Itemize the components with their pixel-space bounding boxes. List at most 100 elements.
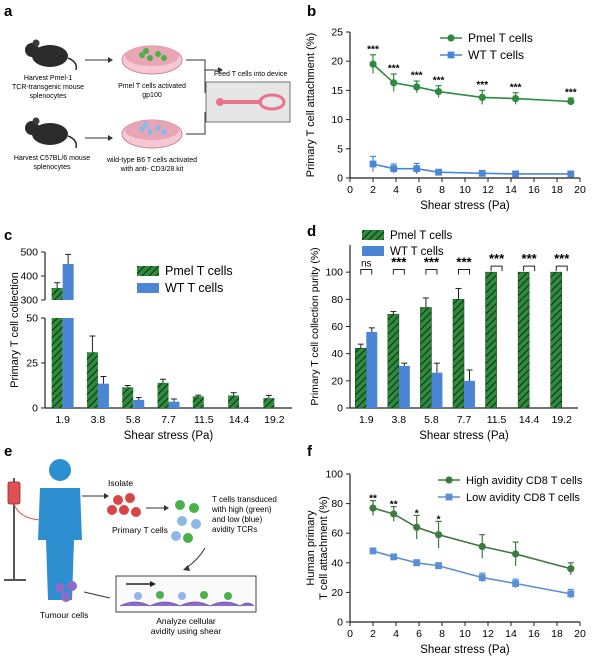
x-tick-label: 6: [416, 184, 422, 196]
x-tick-label: 19.2: [551, 414, 572, 426]
significance-label: ***: [565, 88, 577, 99]
bar-wt: [464, 380, 475, 408]
legend-label: WT T cells: [165, 281, 223, 295]
analyze-line1: Analyze cellular: [156, 616, 216, 626]
y-tick-label: 40: [331, 348, 343, 360]
pmel-activated-line2: gp100: [142, 92, 162, 99]
legend-label: Pmel T cells: [390, 230, 452, 242]
bar-pmel: [354, 347, 367, 409]
harvest-c57-line1: Harvest C57BL/6 mouse: [14, 155, 90, 162]
x-tick-label: 3.8: [91, 414, 106, 426]
significance-label: **: [390, 500, 398, 511]
data-point: [369, 547, 377, 555]
significance-label: **: [369, 494, 377, 505]
primary-t-cells-icon: [107, 493, 141, 517]
bar-pmel: [517, 271, 530, 409]
bar-pmel: [452, 299, 465, 409]
data-point: [478, 574, 486, 581]
bar-wt: [97, 383, 109, 408]
x-axis-label: Shear stress (Pa): [420, 644, 510, 656]
x-axis-label: Shear stress (Pa): [419, 430, 509, 442]
bar-pmel-upper: [51, 288, 63, 300]
harvest-c57-line2: splenocytes: [34, 164, 71, 171]
connector-top: [186, 59, 206, 93]
significance-bracket: [555, 265, 568, 272]
x-tick-label: 2: [370, 628, 376, 640]
significance-label: ***: [489, 251, 505, 266]
x-tick-label: 10: [459, 184, 471, 196]
legend-swatch: [362, 246, 384, 256]
chart-d: d 0 20 40 60 80 100 Primary T cell collection p…: [307, 223, 578, 442]
harvest-pmel-line1: Harvest Pmel-1: [24, 75, 72, 82]
y-tick-label: 15: [331, 85, 343, 97]
transduced-line1: T cells transduced: [212, 495, 277, 504]
data-point: [369, 504, 377, 512]
x-tick-label: 8: [439, 184, 445, 196]
y-tick-label: 300: [20, 295, 38, 307]
data-point: [435, 562, 442, 570]
x-tick-label: 8: [439, 628, 445, 640]
x-axis-label: Shear stress (Pa): [420, 200, 510, 212]
significance-label: ***: [391, 254, 407, 269]
data-point: [567, 590, 575, 598]
significance-label: ***: [522, 251, 538, 266]
x-tick-label: 0: [347, 628, 353, 640]
bar-wt: [431, 372, 443, 408]
analyze-line2: avidity using shear: [151, 626, 222, 636]
x-tick-label: 0: [347, 184, 353, 196]
petri-dish-pmel-icon: [121, 45, 183, 75]
x-tick-label: 19.2: [264, 414, 285, 426]
data-point: [390, 79, 398, 87]
significance-label: ***: [424, 254, 440, 269]
chart-f: f 0 2 4 6 8 10 12 14 16 18 20 0 20 40 60 80 100 Shear stre…: [305, 443, 586, 656]
data-point: [567, 170, 575, 178]
bar-pmel: [387, 313, 400, 409]
significance-bracket: [360, 268, 373, 275]
x-tick-label: 18: [551, 628, 563, 640]
primary-label: Primary T cells: [112, 525, 168, 535]
bar-pmel-lower: [51, 318, 63, 408]
bar-wt: [398, 365, 410, 408]
significance-label: *: [415, 508, 419, 519]
data-point: [567, 97, 575, 106]
feed-label: Feed T cells into device: [214, 71, 287, 78]
bar-wt: [168, 401, 180, 408]
bar-pmel: [550, 271, 563, 409]
y-tick-label: 80: [331, 498, 343, 510]
y-tick-label: 40: [331, 557, 343, 569]
series-line-1: [372, 550, 571, 595]
series-line-0: [372, 63, 571, 103]
significance-bracket: [458, 268, 470, 275]
data-point: [413, 559, 421, 567]
y-tick-label: 500: [20, 247, 38, 259]
data-point: [512, 170, 519, 178]
bar-wt: [133, 399, 145, 408]
y-tick-label: 20: [331, 56, 343, 68]
legend-swatch: [137, 266, 159, 276]
significance-bracket: [425, 268, 438, 275]
mouse-c57-icon: [25, 117, 78, 149]
x-tick-label: 18: [551, 184, 563, 196]
x-tick-label: 11.5: [194, 414, 214, 426]
panel-a-label: a: [4, 3, 13, 20]
significance-label: ns: [361, 258, 372, 269]
significance-label: ***: [433, 75, 445, 86]
y-tick-label: 60: [331, 321, 343, 333]
x-tick-label: 5.8: [126, 414, 141, 426]
shear-chamber-icon: [115, 575, 257, 613]
x-tick-label: 14.4: [229, 414, 250, 426]
bar-pmel: [122, 387, 134, 408]
y-tick-label: 60: [331, 528, 343, 540]
legend-swatch: [362, 230, 384, 240]
data-point: [478, 93, 486, 102]
chart-c: c 0 25 50 300 400 500 Primary T cell collection…: [4, 227, 292, 442]
wt-activated-line1: wild-type B6 T cells activated: [106, 157, 197, 164]
x-tick-label: 6: [416, 628, 422, 640]
legend-label: Low avidity CD8 T cells: [466, 492, 580, 504]
tumour-label: Tumour cells: [40, 610, 88, 620]
tumour-cells-icon: [55, 581, 77, 602]
bar-pmel: [192, 396, 204, 408]
legend-label: Pmel T cells: [165, 264, 233, 278]
x-tick-label: 1.9: [359, 414, 374, 426]
legend-label: Pmel T cells: [468, 31, 533, 45]
